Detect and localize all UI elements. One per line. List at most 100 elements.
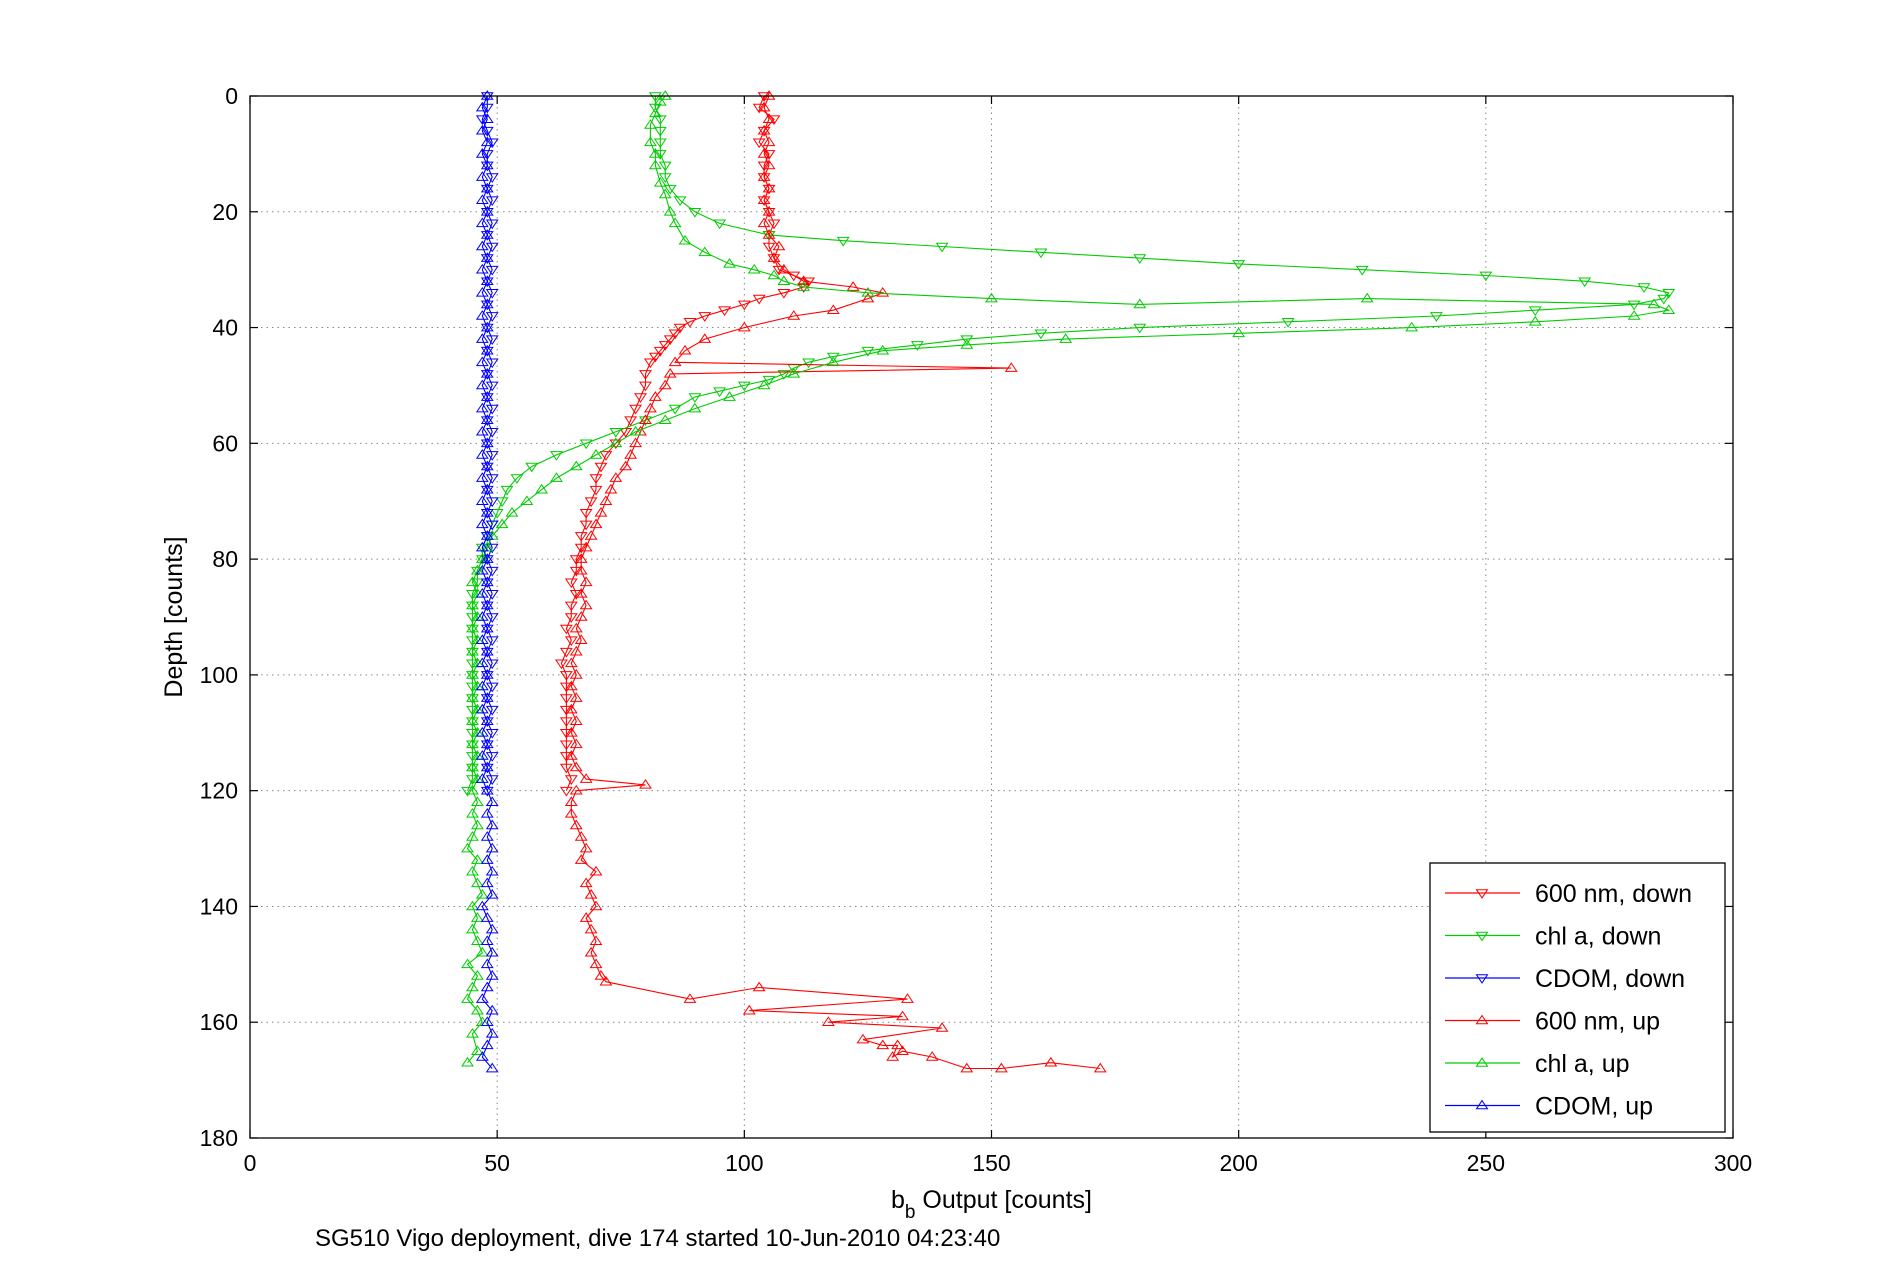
data-point bbox=[663, 205, 677, 216]
data-point bbox=[475, 495, 489, 506]
data-point bbox=[826, 352, 840, 363]
data-point bbox=[485, 497, 499, 508]
data-point bbox=[678, 234, 692, 245]
data-point bbox=[480, 935, 494, 945]
data-point bbox=[1662, 289, 1676, 299]
data-point bbox=[643, 358, 657, 369]
data-point bbox=[480, 669, 494, 679]
data-point bbox=[475, 993, 489, 1003]
data-point bbox=[564, 796, 578, 807]
x-tick-label: 0 bbox=[244, 1150, 257, 1176]
data-point bbox=[466, 981, 479, 992]
data-point bbox=[1232, 260, 1246, 270]
data-point bbox=[475, 634, 489, 644]
figure-caption: SG510 Vigo deployment, dive 174 started … bbox=[315, 1225, 1000, 1252]
y-tick-label: 100 bbox=[200, 662, 238, 688]
data-point bbox=[787, 368, 801, 378]
data-point bbox=[574, 854, 588, 864]
data-point bbox=[901, 993, 914, 1003]
data-point bbox=[683, 317, 697, 328]
data-point bbox=[688, 207, 702, 218]
data-point bbox=[762, 207, 776, 218]
data-point bbox=[1133, 254, 1147, 264]
data-point bbox=[846, 281, 860, 291]
data-point bbox=[648, 159, 662, 170]
data-point bbox=[574, 611, 588, 621]
data-point bbox=[876, 1039, 890, 1050]
legend: 600 nm, down chl a, down CDOM, down 600 nm,… bbox=[1429, 862, 1726, 1133]
x-axis-label-sub: b bbox=[905, 1202, 916, 1223]
data-point bbox=[475, 148, 489, 158]
data-point bbox=[461, 1056, 474, 1067]
data-point bbox=[480, 831, 494, 841]
data-point bbox=[767, 269, 781, 280]
data-point bbox=[653, 95, 667, 106]
data-point bbox=[648, 92, 662, 102]
data-point bbox=[485, 173, 499, 183]
data-point bbox=[485, 381, 499, 392]
data-point bbox=[466, 807, 479, 818]
y-tick-label: 20 bbox=[212, 199, 238, 225]
data-point bbox=[480, 555, 494, 565]
data-point bbox=[639, 416, 652, 427]
data-point bbox=[461, 993, 474, 1003]
legend-label: 600 nm, up bbox=[1535, 1008, 1660, 1036]
data-point bbox=[772, 265, 786, 276]
data-point bbox=[569, 566, 583, 577]
data-point bbox=[470, 1004, 484, 1015]
data-point bbox=[589, 900, 603, 911]
data-point bbox=[480, 740, 494, 751]
data-point bbox=[668, 404, 682, 415]
data-point bbox=[480, 715, 494, 725]
data-point bbox=[550, 451, 563, 461]
data-point bbox=[485, 1004, 499, 1015]
data-point bbox=[886, 1051, 900, 1061]
data-point bbox=[485, 819, 499, 830]
data-point bbox=[599, 495, 613, 506]
data-point bbox=[475, 472, 489, 482]
data-point bbox=[480, 509, 494, 519]
data-point bbox=[589, 485, 603, 496]
data-point bbox=[480, 370, 494, 380]
data-point bbox=[747, 263, 761, 274]
data-point bbox=[461, 842, 474, 853]
data-point bbox=[480, 252, 494, 262]
series-line bbox=[466, 95, 1671, 1064]
data-point bbox=[485, 1062, 499, 1073]
data-point bbox=[757, 196, 771, 207]
data-point bbox=[1647, 298, 1661, 309]
data-point bbox=[757, 124, 771, 135]
data-point bbox=[584, 889, 598, 899]
data-point bbox=[480, 601, 494, 612]
data-point bbox=[480, 229, 494, 239]
data-point bbox=[777, 289, 791, 299]
data-point bbox=[485, 138, 499, 149]
data-point bbox=[480, 761, 494, 772]
y-axis-label: Depth [counts] bbox=[160, 536, 188, 697]
data-point bbox=[466, 601, 479, 612]
legend-box bbox=[1429, 862, 1726, 1133]
data-point bbox=[569, 738, 583, 749]
data-point bbox=[559, 728, 573, 739]
data-point bbox=[609, 437, 623, 448]
data-point bbox=[559, 740, 573, 751]
legend-swatch-marker bbox=[1475, 1014, 1489, 1025]
data-point bbox=[475, 263, 489, 274]
data-point bbox=[579, 509, 593, 519]
data-point bbox=[609, 472, 623, 482]
data-point bbox=[624, 449, 638, 459]
data-point bbox=[485, 427, 499, 438]
data-point bbox=[485, 219, 499, 230]
data-point bbox=[648, 148, 662, 158]
data-point bbox=[584, 946, 598, 957]
data-point bbox=[579, 541, 593, 552]
data-point bbox=[466, 694, 479, 704]
data-point bbox=[475, 124, 489, 135]
data-point bbox=[787, 271, 801, 282]
data-point bbox=[663, 184, 677, 195]
data-point bbox=[579, 520, 593, 531]
data-point bbox=[559, 624, 573, 635]
data-point bbox=[713, 219, 727, 230]
data-point bbox=[564, 636, 578, 647]
